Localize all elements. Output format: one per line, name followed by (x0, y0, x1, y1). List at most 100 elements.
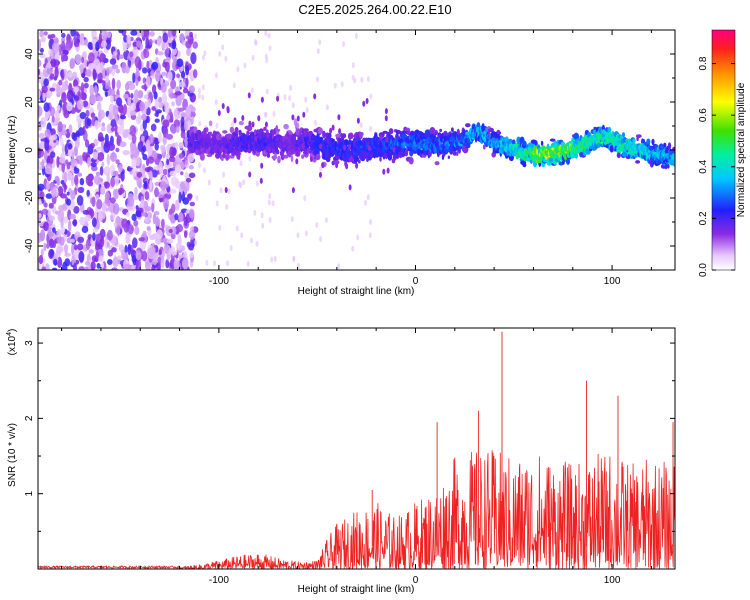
heatmap-cell (99, 228, 106, 239)
heatmap-cell (131, 213, 137, 221)
heatmap-cell (129, 110, 137, 116)
heatmap-cell (53, 258, 58, 266)
heatmap-cell (96, 96, 103, 101)
colorbar-label: Normalized spectral amplitude (736, 82, 747, 217)
heatmap-cell (142, 67, 148, 74)
heatmap-cell (135, 156, 141, 167)
heatmap-cell (166, 238, 174, 244)
heatmap-cell (99, 52, 106, 63)
heatmap-cell (116, 255, 123, 260)
heatmap-cell (268, 217, 272, 223)
heatmap-cell (81, 56, 85, 64)
heatmap-cell (267, 199, 271, 206)
heatmap-cell (191, 116, 195, 122)
heatmap-cell (142, 153, 148, 161)
heatmap-cell (337, 263, 341, 270)
heatmap-cell (209, 131, 213, 137)
heatmap-cell (229, 155, 235, 159)
heatmap-cell (70, 30, 76, 37)
heatmap-cell (77, 236, 85, 243)
heatmap-cell (236, 66, 240, 73)
heatmap-cell (325, 104, 329, 111)
heatmap-cell (154, 98, 160, 109)
heatmap-cell (187, 193, 192, 201)
heatmap-cell (384, 108, 388, 115)
heatmap-cell (92, 151, 98, 160)
heatmap-cell (288, 131, 293, 135)
snr-axes: -100 0 100 1 2 3 (24, 328, 675, 586)
heatmap-cell (227, 188, 231, 194)
heatmap-cell (154, 187, 159, 198)
heatmap-cell (176, 242, 182, 251)
heatmap-cell (303, 128, 309, 132)
heatmap-cell (41, 36, 46, 43)
heatmap-cell (222, 171, 226, 178)
heatmap-cell (386, 167, 390, 174)
heatmap-cell (72, 71, 78, 79)
heatmap-cell (171, 203, 176, 214)
heatmap-cell (107, 259, 113, 265)
heatmap-cell (81, 72, 86, 79)
heatmap-cell (488, 127, 494, 133)
heatmap-cell (93, 138, 99, 147)
heatmap-cell (483, 144, 486, 150)
heatmap-cell (107, 249, 114, 257)
heatmap-cell (158, 249, 162, 256)
heatmap-cell (111, 64, 119, 70)
heatmap-cell (54, 67, 59, 79)
heatmap-cell (205, 127, 209, 133)
heatmap-cell (48, 202, 54, 209)
heatmap-cell (111, 77, 116, 90)
heatmap-cell (112, 170, 119, 177)
heatmap-cell (161, 93, 168, 105)
heatmap-cell (164, 61, 170, 72)
heatmap-cell (664, 163, 668, 170)
heatmap-cell (225, 204, 229, 210)
heatmap-cell (176, 58, 184, 68)
heatmap-cell (118, 163, 123, 173)
heatmap-cell (165, 133, 173, 140)
colorbar-tick-label: 0.6 (698, 108, 709, 122)
heatmap-cell (101, 262, 105, 269)
heatmap-cell (290, 155, 294, 163)
heatmap-cell (89, 84, 95, 97)
heatmap-cell (154, 142, 159, 151)
heatmap-cell (145, 76, 151, 88)
heatmap-cell (63, 172, 68, 184)
heatmap-cell (331, 138, 335, 143)
heatmap-cell (117, 125, 124, 135)
heatmap-cell (49, 87, 56, 92)
heatmap-cell (219, 187, 223, 194)
heatmap-cell (171, 30, 177, 37)
heatmap-cell (185, 177, 192, 183)
heatmap-cell (188, 243, 195, 251)
heatmap-cell (117, 118, 124, 126)
heatmap-cell (90, 162, 97, 168)
heatmap-cell (208, 120, 213, 127)
heatmap-cell (458, 148, 461, 154)
heatmap-cell (134, 226, 140, 236)
heatmap-cell (124, 244, 128, 255)
heatmap-cell (61, 70, 65, 81)
heatmap-cell (90, 112, 96, 119)
heatmap-cell (331, 124, 335, 131)
heatmap-cell (355, 162, 359, 169)
heatmap-cell (131, 133, 137, 144)
heatmap-cell (147, 156, 155, 164)
heatmap-cell (149, 179, 153, 190)
heatmap-cell (249, 237, 253, 244)
heatmap-cell (434, 131, 438, 136)
heatmap-cell (105, 75, 109, 83)
heatmap-cell (116, 97, 123, 107)
heatmap-cell (321, 162, 325, 169)
heatmap-cell (329, 127, 333, 134)
heatmap-cell (275, 128, 281, 132)
heatmap-cell (71, 132, 76, 140)
heatmap-cell (188, 208, 195, 219)
heatmap-cell (132, 194, 139, 201)
heatmap-cell (95, 171, 101, 176)
heatmap-cell (174, 91, 182, 96)
heatmap-cell (127, 224, 134, 235)
heatmap-cell (84, 214, 92, 222)
heatmap-cell (134, 186, 138, 196)
